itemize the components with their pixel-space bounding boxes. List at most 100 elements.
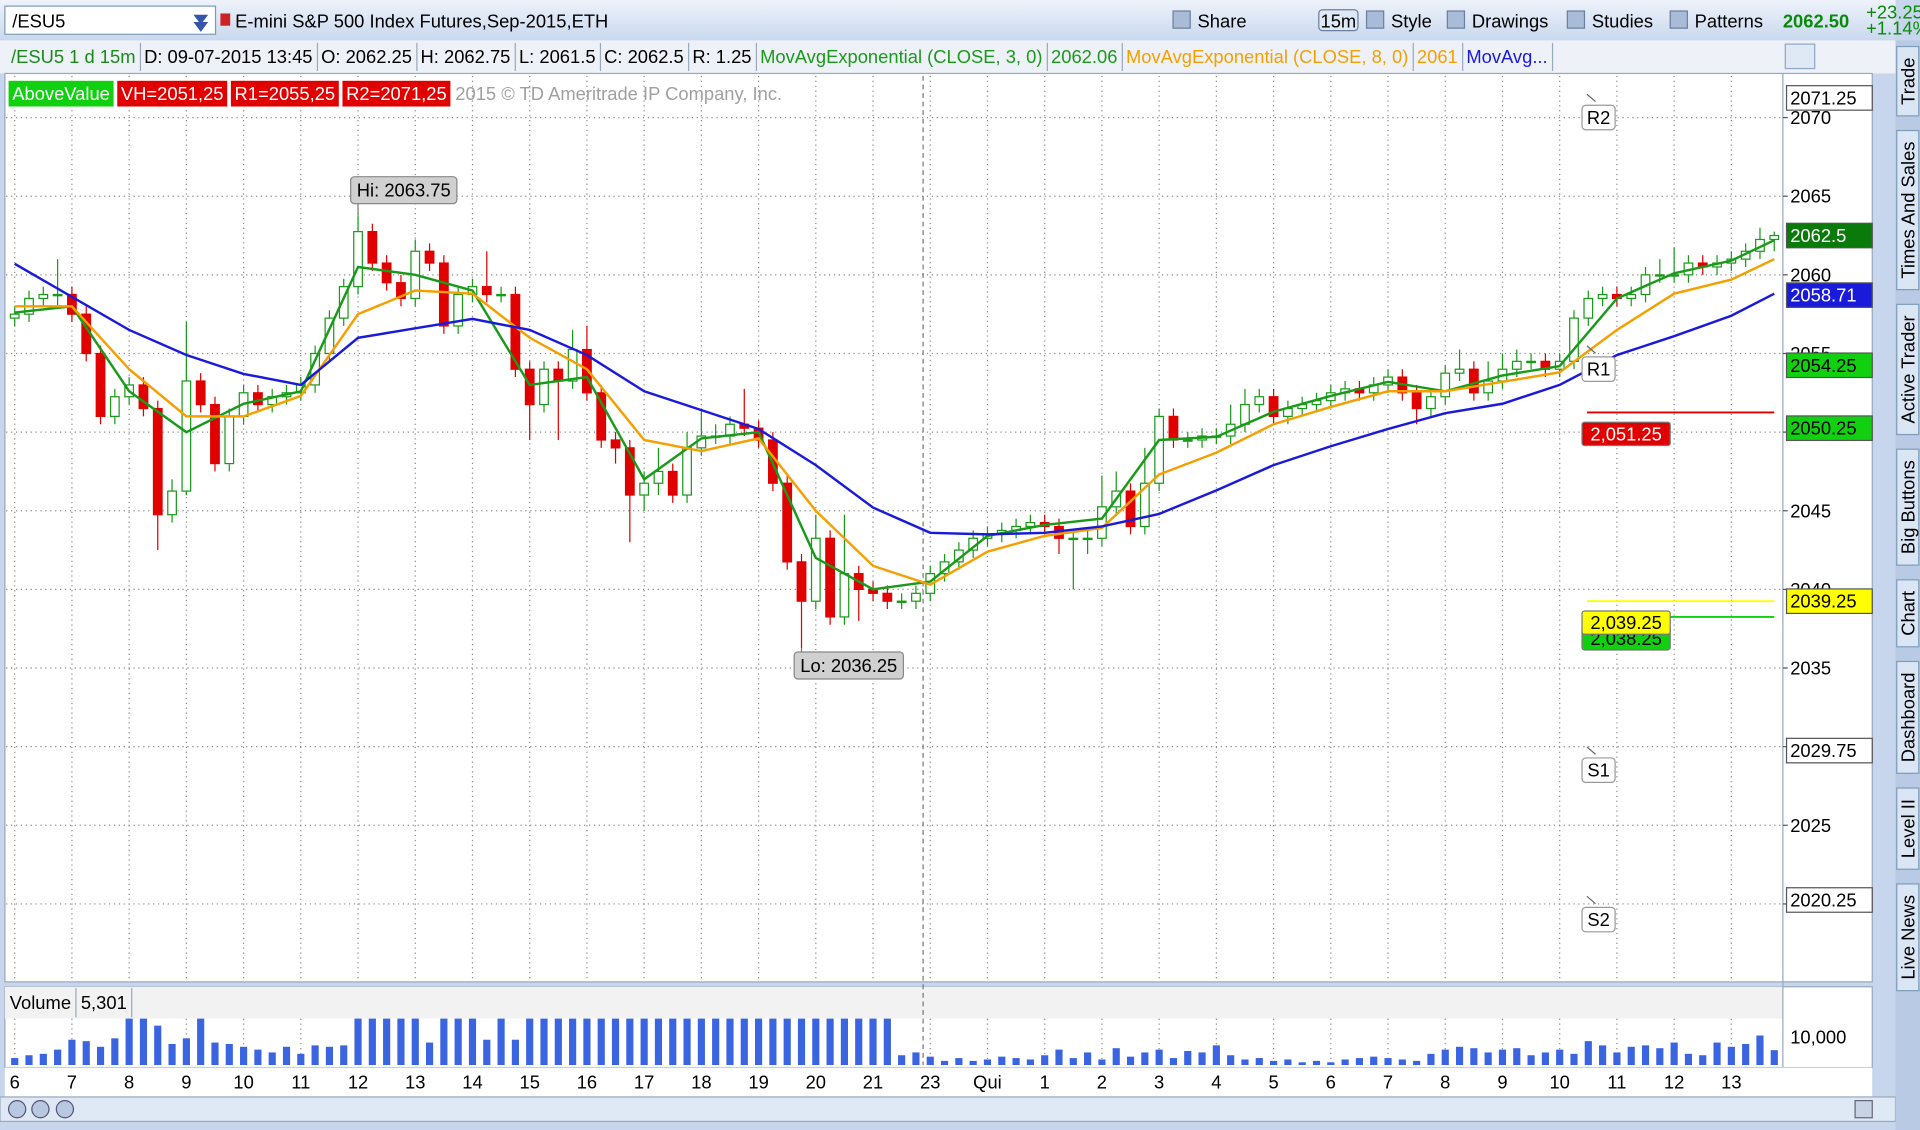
side-tab[interactable] [1896, 45, 1920, 117]
volume-bar [626, 1018, 634, 1066]
candle-body [839, 573, 850, 618]
volume-bar [39, 1053, 47, 1066]
info-button[interactable] [1784, 43, 1816, 70]
volume-bar [1498, 1049, 1507, 1066]
volume-bar [1169, 1058, 1178, 1066]
toolbar-button[interactable]: Drawings [1472, 10, 1549, 31]
info-item: MovAvgExponential (CLOSE, 3, 0) [760, 46, 1042, 67]
zoom-fit[interactable] [55, 1100, 75, 1119]
volume-bar [1312, 1060, 1321, 1066]
candle-body [481, 286, 492, 296]
volume-bar [869, 1018, 877, 1066]
candle-body [1182, 439, 1193, 442]
volume-bar [82, 1041, 90, 1066]
scroll-right[interactable] [1854, 1100, 1873, 1119]
volume-bar [554, 1018, 562, 1066]
button-icon[interactable] [1669, 10, 1688, 29]
scrollbar[interactable] [0, 1096, 1897, 1123]
button-icon[interactable] [1172, 10, 1191, 29]
volume-bar [139, 1018, 148, 1066]
side-tab[interactable] [1896, 660, 1920, 774]
volume-bar [25, 1055, 33, 1066]
net-change: +23.25 [1866, 2, 1920, 23]
button-icon[interactable] [1365, 10, 1385, 29]
zoom-out[interactable] [7, 1100, 27, 1119]
toolbar-button[interactable]: Patterns [1695, 10, 1763, 31]
side-tab-label[interactable]: Dashboard [1897, 672, 1918, 762]
x-tick-label: 6 [10, 1072, 20, 1093]
side-tab-label[interactable]: Live News [1897, 895, 1918, 980]
candle-body [796, 561, 807, 602]
candle-body [38, 293, 49, 300]
level-label: 2,039.25 [1590, 612, 1661, 633]
volume-bar [1126, 1056, 1135, 1066]
toolbar-button[interactable]: Share [1198, 10, 1247, 31]
volume-bar [454, 1018, 462, 1066]
volume-bar [354, 1018, 362, 1066]
candle-body [596, 392, 607, 441]
side-tab[interactable] [1896, 129, 1920, 291]
candle-body [782, 482, 793, 563]
side-tab-label[interactable]: Chart [1897, 591, 1918, 636]
button-icon[interactable] [1446, 10, 1466, 29]
price-marker-label: 2071.25 [1790, 87, 1856, 108]
volume-bar [998, 1056, 1006, 1066]
dropdown-icon[interactable] [193, 22, 209, 32]
candle-body [882, 592, 893, 602]
candle-body [353, 230, 363, 288]
side-tab-label[interactable]: Trade [1897, 58, 1918, 105]
price-marker [1785, 737, 1873, 764]
interval-label[interactable]: 15m [1321, 10, 1357, 31]
side-tab[interactable] [1896, 303, 1920, 436]
x-tick-label: Qui [973, 1072, 1002, 1093]
candle-body [453, 293, 464, 327]
toolbar-button[interactable]: Studies [1592, 10, 1653, 31]
button-icon[interactable] [1566, 10, 1586, 29]
interval-badge[interactable] [1318, 9, 1359, 32]
info-item: MovAvg... [1466, 46, 1547, 67]
volume-bar [96, 1046, 105, 1066]
volume-bar [68, 1039, 76, 1066]
volume-bar [1355, 1058, 1363, 1066]
volume-bar [511, 1039, 519, 1066]
level-box [1581, 421, 1671, 447]
candle-body [95, 352, 106, 418]
level-label: 2,051.25 [1590, 423, 1661, 444]
symbol-box[interactable] [4, 5, 217, 35]
y-tick-label: 2025 [1790, 815, 1831, 836]
side-tab-label[interactable]: Active Trader [1897, 315, 1918, 423]
price-marker [1785, 222, 1873, 249]
volume-bar [225, 1043, 233, 1066]
volume-bar [111, 1038, 119, 1066]
volume-bar [1012, 1058, 1020, 1066]
pivot-box [1581, 906, 1616, 933]
volume-bar [1613, 1052, 1621, 1066]
volume-bar [1656, 1048, 1664, 1066]
volume-bar [1570, 1053, 1578, 1066]
side-tab[interactable] [1896, 579, 1920, 648]
toolbar-button[interactable]: Style [1391, 10, 1432, 31]
dropdown-icon[interactable] [193, 14, 209, 25]
side-tab-label[interactable]: Big Buttons [1897, 460, 1918, 554]
side-tab-label[interactable]: Level II [1897, 799, 1918, 858]
candle-body [1068, 537, 1079, 541]
side-tab[interactable] [1896, 448, 1920, 566]
annotation-label: Hi: 2063.75 [357, 180, 451, 201]
pivot-label: R2 [1587, 107, 1610, 128]
side-tab[interactable] [1896, 787, 1920, 870]
volume-bar [883, 1018, 891, 1066]
symbol[interactable]: /ESU5 [12, 10, 65, 31]
volume-bar [440, 1018, 448, 1066]
price-marker [1785, 588, 1873, 615]
zoom-in[interactable] [31, 1100, 50, 1119]
side-tab-label[interactable]: Times And Sales [1897, 142, 1918, 279]
candle-body [496, 293, 506, 297]
volume-bar [669, 1018, 677, 1066]
x-tick-label: 18 [691, 1072, 711, 1093]
study-label: VH=2051,25 [121, 83, 224, 104]
x-tick-label: 9 [1497, 1072, 1507, 1093]
volume-bar [1527, 1055, 1535, 1066]
x-tick-label: 10 [1549, 1072, 1569, 1093]
side-tab[interactable] [1896, 883, 1920, 992]
